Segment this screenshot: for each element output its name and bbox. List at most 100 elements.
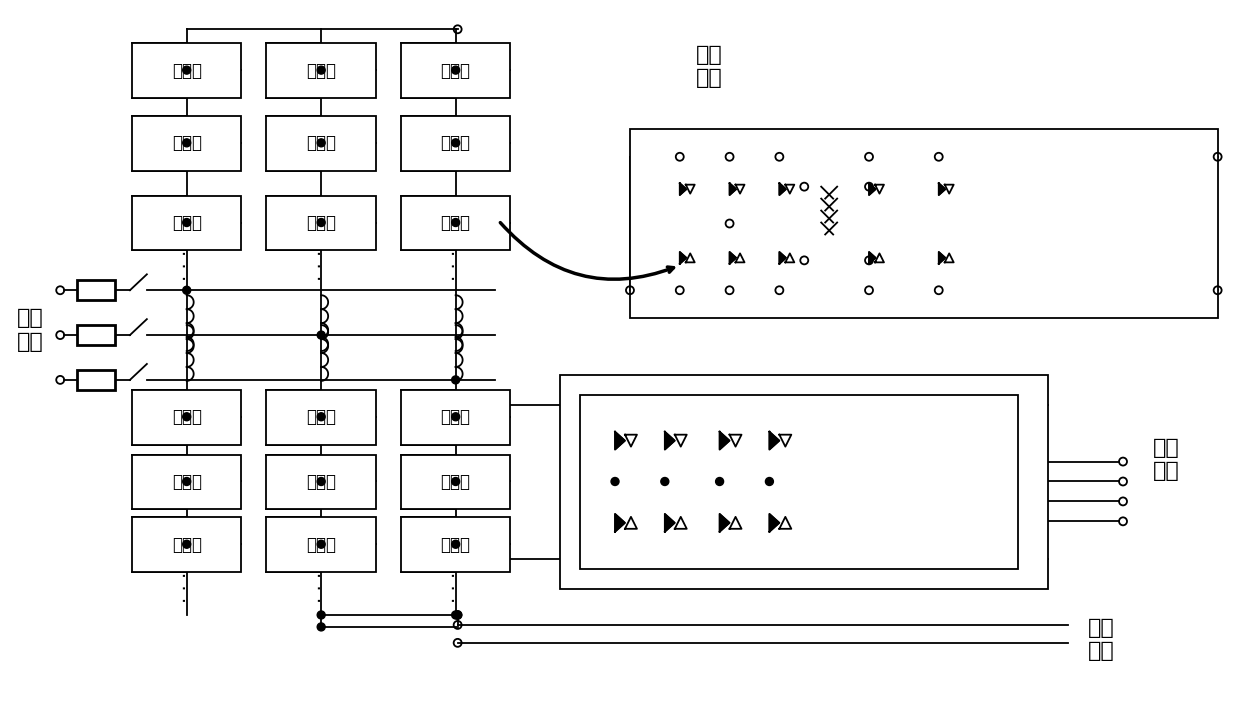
Bar — [401, 390, 511, 445]
Circle shape — [451, 477, 460, 486]
Circle shape — [715, 477, 724, 486]
Bar — [267, 196, 376, 251]
Circle shape — [182, 477, 191, 486]
Polygon shape — [869, 252, 875, 264]
Circle shape — [182, 540, 191, 549]
Polygon shape — [729, 252, 737, 264]
Text: 模块组: 模块组 — [440, 536, 471, 554]
Text: · · ·: · · · — [177, 250, 196, 281]
Bar — [131, 390, 242, 445]
Bar — [77, 370, 115, 390]
Polygon shape — [675, 435, 687, 447]
Polygon shape — [729, 183, 737, 195]
Text: 模块组: 模块组 — [171, 536, 202, 554]
Polygon shape — [945, 253, 954, 263]
Text: 模块组: 模块组 — [440, 214, 471, 232]
Polygon shape — [680, 252, 687, 264]
Circle shape — [317, 623, 325, 631]
Bar — [267, 43, 376, 98]
Polygon shape — [665, 431, 675, 450]
Bar — [401, 43, 511, 98]
Bar — [401, 196, 511, 251]
Circle shape — [765, 477, 774, 486]
Text: 模块组: 模块组 — [440, 473, 471, 491]
Circle shape — [451, 376, 460, 384]
Polygon shape — [875, 185, 884, 193]
Polygon shape — [675, 517, 687, 529]
Polygon shape — [735, 185, 744, 193]
Polygon shape — [780, 252, 786, 264]
Bar — [630, 129, 1218, 318]
Circle shape — [451, 413, 460, 421]
Polygon shape — [729, 435, 742, 447]
Text: · · ·: · · · — [446, 571, 465, 603]
Polygon shape — [945, 185, 954, 193]
Text: 模块组: 模块组 — [306, 536, 336, 554]
Circle shape — [317, 413, 325, 421]
Circle shape — [661, 477, 668, 486]
Circle shape — [317, 219, 325, 227]
Polygon shape — [939, 252, 945, 264]
Text: · · ·: · · · — [311, 250, 331, 281]
Polygon shape — [729, 517, 742, 529]
Circle shape — [182, 413, 191, 421]
Polygon shape — [780, 183, 786, 195]
Polygon shape — [686, 253, 694, 263]
Text: 模块组: 模块组 — [306, 134, 336, 152]
Bar — [580, 395, 1018, 569]
Polygon shape — [719, 514, 729, 532]
Polygon shape — [785, 185, 795, 193]
Bar — [131, 196, 242, 251]
Polygon shape — [780, 435, 791, 447]
Polygon shape — [769, 514, 780, 532]
Polygon shape — [869, 183, 875, 195]
Text: 模块组: 模块组 — [171, 214, 202, 232]
Polygon shape — [680, 183, 687, 195]
Text: 模块组: 模块组 — [306, 473, 336, 491]
Bar — [401, 517, 511, 572]
Circle shape — [182, 219, 191, 227]
Text: 模块组: 模块组 — [171, 408, 202, 426]
Text: 模块组: 模块组 — [306, 408, 336, 426]
Polygon shape — [875, 253, 884, 263]
Polygon shape — [939, 183, 945, 195]
Circle shape — [451, 611, 460, 619]
Polygon shape — [769, 431, 780, 450]
Circle shape — [182, 66, 191, 74]
Bar — [131, 43, 242, 98]
Text: 模块组: 模块组 — [440, 408, 471, 426]
Bar — [77, 280, 115, 300]
Text: 低压
交流: 低压 交流 — [1153, 438, 1179, 481]
Text: · · ·: · · · — [311, 571, 331, 603]
Polygon shape — [625, 517, 637, 529]
Bar — [267, 390, 376, 445]
Bar — [267, 455, 376, 510]
Text: 模块组: 模块组 — [440, 134, 471, 152]
Circle shape — [454, 611, 461, 619]
Bar — [560, 375, 1048, 589]
Polygon shape — [785, 253, 795, 263]
Bar — [401, 116, 511, 171]
Circle shape — [317, 611, 325, 619]
Polygon shape — [735, 253, 744, 263]
Bar — [131, 517, 242, 572]
Text: 模块组: 模块组 — [171, 61, 202, 80]
Polygon shape — [686, 185, 694, 193]
Bar — [267, 116, 376, 171]
Circle shape — [451, 66, 460, 74]
Circle shape — [182, 139, 191, 147]
Text: 高压
直流: 高压 直流 — [697, 44, 723, 88]
Text: 模块组: 模块组 — [171, 134, 202, 152]
Text: 高压
交流: 高压 交流 — [17, 309, 43, 352]
Circle shape — [317, 540, 325, 549]
Circle shape — [182, 286, 191, 294]
Circle shape — [317, 66, 325, 74]
Polygon shape — [719, 431, 729, 450]
Bar — [401, 455, 511, 510]
Polygon shape — [625, 435, 637, 447]
Circle shape — [451, 219, 460, 227]
Text: 模块组: 模块组 — [306, 214, 336, 232]
Text: · · ·: · · · — [446, 250, 465, 281]
Text: 模块组: 模块组 — [171, 473, 202, 491]
Circle shape — [317, 139, 325, 147]
